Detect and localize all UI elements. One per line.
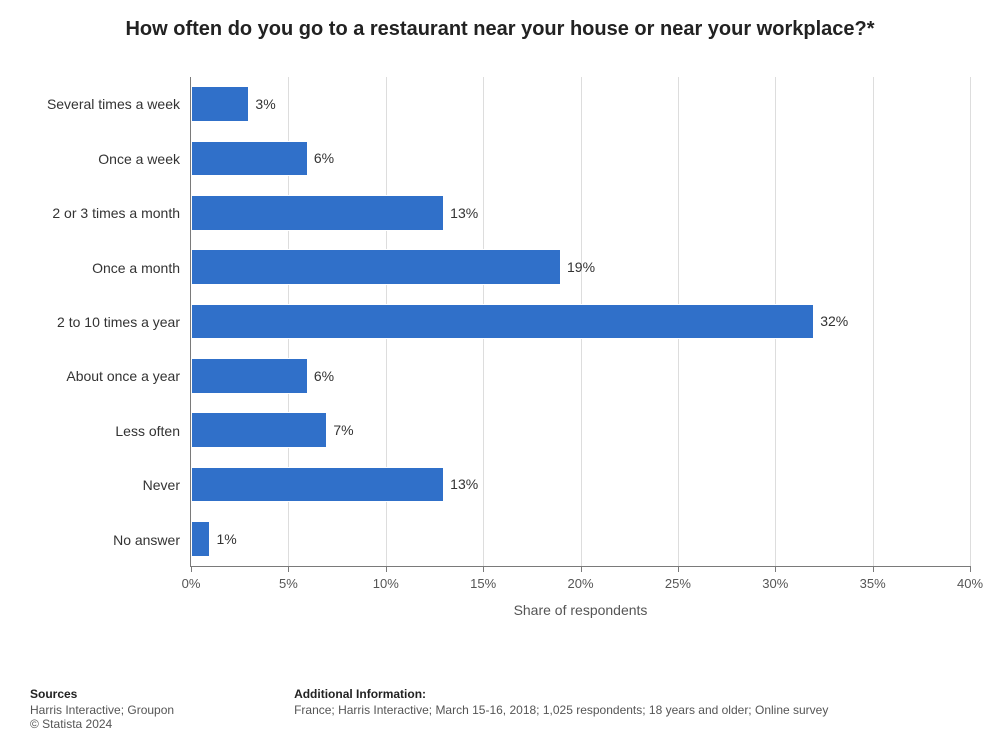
- bar: [191, 521, 210, 557]
- bar: [191, 249, 561, 285]
- bar-value-label: 3%: [249, 96, 275, 112]
- bar-row: 6%: [191, 131, 970, 185]
- x-tick: [873, 566, 874, 572]
- x-tick: [483, 566, 484, 572]
- y-tick-label: Once a month: [92, 260, 180, 276]
- x-tick-label: 20%: [567, 576, 593, 591]
- chart-area: Several times a week Once a week 2 or 3 ti…: [30, 47, 970, 647]
- bar-value-label: 13%: [444, 205, 478, 221]
- x-tick: [581, 566, 582, 572]
- bar-value-label: 32%: [814, 313, 848, 329]
- y-tick-label: Several times a week: [47, 96, 180, 112]
- bar-value-label: 19%: [561, 259, 595, 275]
- bar-row: 32%: [191, 294, 970, 348]
- x-tick: [775, 566, 776, 572]
- x-tick: [191, 566, 192, 572]
- additional-info-heading: Additional Information:: [294, 687, 828, 701]
- additional-info-line1: France; Harris Interactive; March 15-16,…: [294, 703, 828, 717]
- y-tick-label: Never: [143, 477, 180, 493]
- sources-block: Sources Harris Interactive; Groupon © St…: [30, 687, 174, 731]
- y-tick-label: 2 or 3 times a month: [52, 205, 180, 221]
- x-tick-label: 30%: [762, 576, 788, 591]
- plot-area: Share of respondents 0%5%10%15%20%25%30%…: [190, 77, 970, 567]
- bar-row: 6%: [191, 349, 970, 403]
- sources-heading: Sources: [30, 687, 174, 701]
- bar: [191, 86, 249, 122]
- bar: [191, 195, 444, 231]
- bar: [191, 358, 308, 394]
- y-axis-labels: Several times a week Once a week 2 or 3 ti…: [30, 77, 190, 567]
- bar-row: 13%: [191, 186, 970, 240]
- x-axis-label: Share of respondents: [514, 602, 648, 618]
- x-tick-label: 25%: [665, 576, 691, 591]
- bar-value-label: 6%: [308, 368, 334, 384]
- x-tick-label: 5%: [279, 576, 298, 591]
- x-tick-label: 15%: [470, 576, 496, 591]
- chart-footer: Sources Harris Interactive; Groupon © St…: [30, 687, 970, 731]
- bar-row: 13%: [191, 457, 970, 511]
- x-tick: [386, 566, 387, 572]
- bar: [191, 467, 444, 503]
- bar: [191, 412, 327, 448]
- x-tick: [678, 566, 679, 572]
- x-tick-label: 10%: [373, 576, 399, 591]
- sources-line1: Harris Interactive; Groupon: [30, 703, 174, 717]
- chart-title: How often do you go to a restaurant near…: [0, 0, 1000, 47]
- bar-row: 7%: [191, 403, 970, 457]
- y-tick-label: 2 to 10 times a year: [57, 314, 180, 330]
- bar: [191, 141, 308, 177]
- x-tick: [970, 566, 971, 572]
- x-tick-label: 0%: [182, 576, 201, 591]
- bar-value-label: 6%: [308, 150, 334, 166]
- additional-info-block: Additional Information: France; Harris I…: [294, 687, 828, 731]
- y-tick-label: Less often: [115, 423, 180, 439]
- bar-row: 3%: [191, 77, 970, 131]
- x-tick: [288, 566, 289, 572]
- y-tick-label: About once a year: [66, 368, 180, 384]
- sources-line2: © Statista 2024: [30, 717, 174, 731]
- y-tick-label: No answer: [113, 532, 180, 548]
- gridline: [970, 77, 971, 566]
- bar-value-label: 1%: [210, 531, 236, 547]
- bar-value-label: 7%: [327, 422, 353, 438]
- x-tick-label: 35%: [860, 576, 886, 591]
- x-tick-label: 40%: [957, 576, 983, 591]
- bar-row: 19%: [191, 240, 970, 294]
- bar-value-label: 13%: [444, 476, 478, 492]
- bar: [191, 304, 814, 340]
- bar-row: 1%: [191, 512, 970, 566]
- y-tick-label: Once a week: [98, 151, 180, 167]
